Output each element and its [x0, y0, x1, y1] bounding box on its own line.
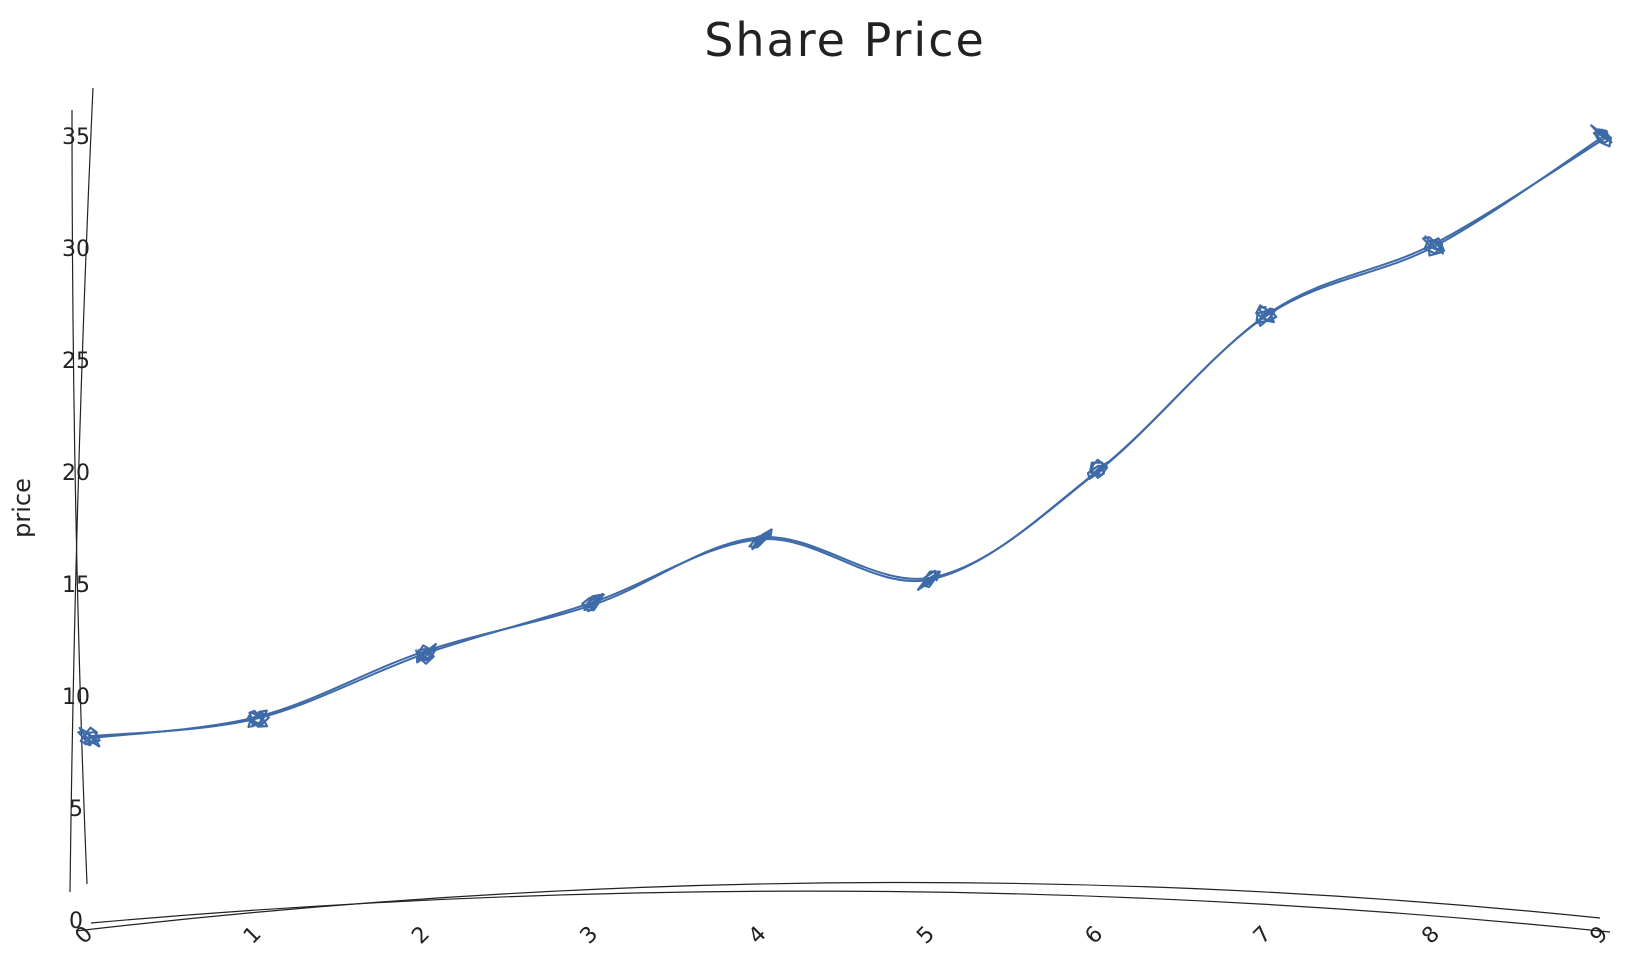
- x-axis-line-secondary: [90, 890, 1611, 933]
- x-tick-label: 3: [576, 922, 604, 950]
- data-point-marker: [1421, 235, 1446, 257]
- y-tick-label: 0: [69, 909, 83, 934]
- chart-title: Share Price: [704, 13, 986, 67]
- x-tick-label: 2: [407, 922, 435, 950]
- axes: [69, 87, 1611, 933]
- x-tick-label: 1: [239, 922, 267, 950]
- y-axis-line-secondary: [71, 109, 88, 885]
- data-point-marker: [1255, 304, 1278, 327]
- y-tick-label: 20: [62, 461, 90, 486]
- y-tick-label: 25: [62, 349, 90, 374]
- data-point-marker: [581, 592, 605, 613]
- markers: [77, 124, 1613, 748]
- y-axis-line: [69, 87, 94, 893]
- data-point-marker: [246, 709, 270, 729]
- x-tick-label: 8: [1417, 922, 1445, 950]
- y-tick-label: 5: [69, 797, 83, 822]
- data-point-marker: [1086, 458, 1109, 480]
- x-tick-label: 9: [1586, 922, 1614, 950]
- y-tick-label: 30: [62, 237, 90, 262]
- y-tick-label: 10: [62, 685, 90, 710]
- x-tick-label: 6: [1081, 922, 1109, 950]
- data-point-marker: [415, 642, 438, 665]
- data-point-marker: [916, 569, 941, 591]
- series-line: [88, 135, 1605, 738]
- x-axis-line: [75, 881, 1601, 932]
- y-tick-label: 35: [62, 125, 90, 150]
- series-group: [86, 135, 1607, 740]
- data-point-marker: [77, 726, 101, 748]
- x-tick-label: 7: [1249, 922, 1277, 950]
- series-line-secondary: [86, 137, 1607, 740]
- y-axis-label: price: [8, 478, 36, 538]
- data-point-marker: [748, 528, 773, 551]
- data-point-marker: [1590, 124, 1613, 148]
- y-tick-label: 15: [62, 573, 90, 598]
- x-tick-label: 4: [744, 922, 772, 950]
- y-tick-labels: 0 5 10 15 20 25 30 35: [62, 125, 90, 934]
- x-tick-label: 5: [912, 922, 940, 950]
